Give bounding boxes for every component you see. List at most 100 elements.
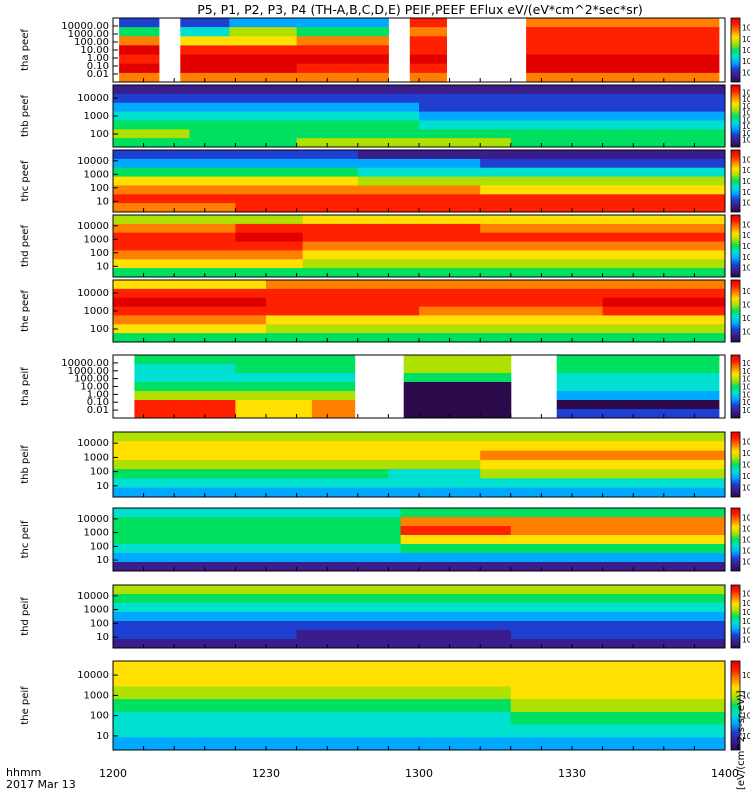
y-tick-label: 10000.00 [61, 21, 109, 32]
heatmap-cell [229, 72, 298, 83]
heatmap-cell [526, 72, 720, 83]
heatmap-cell [602, 315, 726, 325]
y-tick-label: 100 [90, 248, 109, 259]
heatmap-cell [357, 167, 481, 178]
heatmap-cell [235, 194, 359, 204]
heatmap-cell [480, 268, 726, 278]
colorbar-tick-label: 10^8 [742, 359, 750, 368]
heatmap-cell [189, 102, 298, 113]
heatmap-cell [510, 724, 726, 738]
heatmap-cell [113, 111, 190, 121]
colorbar-tick-label: 10^8 [742, 438, 750, 447]
heatmap-cell [311, 355, 356, 365]
heatmap-cell [229, 18, 298, 28]
heatmap-cell [113, 526, 402, 536]
heatmap-cell [296, 27, 389, 37]
heatmap-cell [235, 158, 359, 169]
heatmap-cell [510, 508, 726, 518]
heatmap-cell [113, 432, 389, 442]
heatmap-cell [235, 203, 359, 213]
heatmap-cell [510, 526, 726, 536]
colorbar-tick-label: 10^5 [742, 617, 750, 626]
heatmap-cell [357, 185, 481, 195]
colorbar [730, 84, 741, 148]
heatmap-cell [180, 45, 230, 55]
heatmap-cell [113, 711, 298, 726]
panel-the_peif: 10000 1000 100 10 the peif 10^8 10^6 10^4 10^2 [20, 660, 750, 751]
colorbar-tick-label: 10^3 [742, 136, 750, 145]
heatmap-cell [296, 699, 512, 713]
heatmap-cell [189, 93, 298, 104]
heatmap-cell [189, 85, 298, 95]
y-tick-label: 10 [96, 632, 109, 643]
heatmap-cell [510, 661, 726, 675]
heatmap-cell [480, 194, 726, 204]
heatmap-cell [113, 232, 236, 243]
colorbar-tick-label: 10^5 [742, 383, 750, 392]
colorbar-tick-label: 10^5 [742, 122, 750, 131]
y-axis-label: thc peif [20, 520, 31, 558]
heatmap-cell [302, 215, 481, 225]
heatmap-cell [113, 315, 267, 325]
colorbar-tick-label: 10^4 [742, 129, 750, 138]
heatmap-cell [180, 27, 230, 37]
heatmap-cell [113, 241, 236, 251]
heatmap-cell [602, 280, 726, 290]
heatmap-cell [419, 324, 604, 334]
heatmap-cell [480, 450, 726, 461]
heatmap-cell [311, 391, 356, 401]
heatmap-cell [510, 562, 726, 572]
colorbar-tick-label: 10^7 [742, 35, 750, 44]
heatmap-cell [409, 63, 447, 74]
panel-thc_peif: 10000 1000 100 10 thc peif 10^7 10^6 10^5 10^4 10… [20, 507, 750, 572]
colorbar-tick-label: 10^7 [742, 599, 750, 608]
y-tick-label: 1.00 [87, 53, 109, 64]
heatmap-cell [180, 63, 230, 74]
heatmap-cell [235, 232, 304, 243]
colorbar [730, 17, 741, 83]
heatmap-cell [229, 54, 298, 65]
colorbar-tick-label: 10^3 [742, 635, 750, 644]
heatmap-cell [556, 409, 720, 419]
heatmap-cell [510, 129, 726, 139]
heatmap-cell [388, 469, 481, 479]
heatmap-cell [113, 120, 190, 130]
colorbar-tick-label: 10^7 [742, 300, 750, 309]
heatmap-cell [311, 382, 356, 392]
heatmap-cell [235, 167, 359, 178]
y-tick-label: 10000 [77, 288, 109, 299]
colorbar-tick-label: 10^4 [742, 199, 750, 208]
heatmap-cell [113, 517, 402, 527]
heatmap-cell [113, 185, 236, 195]
y-axis-label: thd peef [20, 225, 31, 267]
heatmap-cell [510, 621, 726, 631]
heatmap-cell [388, 450, 481, 461]
x-tick-label: 1230 [252, 767, 280, 780]
heatmap-cell [556, 382, 720, 392]
heatmap-cell [419, 333, 604, 343]
y-axis-label: thb peif [20, 445, 31, 484]
colorbar-tick-label: 10^5 [742, 57, 750, 66]
heatmap-cell [296, 85, 420, 95]
heatmap-cell [302, 241, 481, 251]
heatmap-cell [266, 324, 420, 334]
colorbar-tick-label: 10^2 [742, 732, 750, 741]
heatmap-cell [113, 203, 236, 213]
heatmap-cell [302, 268, 481, 278]
heatmap-cell [403, 391, 512, 401]
heatmap-cell [419, 85, 512, 95]
heatmap-cell [296, 36, 389, 46]
heatmap-cell [113, 724, 298, 738]
heatmap-cell [302, 223, 481, 234]
heatmap-cell [235, 150, 359, 160]
heatmap-cell [510, 102, 726, 113]
heatmap-cell [113, 158, 236, 169]
heatmap-cell [388, 459, 481, 470]
colorbar-tick-label: 10^5 [742, 188, 750, 197]
heatmap-cell [480, 478, 726, 489]
heatmap-cell [113, 621, 298, 631]
y-tick-label: 1000 [84, 528, 109, 539]
heatmap-cell [113, 487, 389, 498]
y-tick-label: 10 [96, 481, 109, 492]
x-tick-label: 1400 [711, 767, 739, 780]
